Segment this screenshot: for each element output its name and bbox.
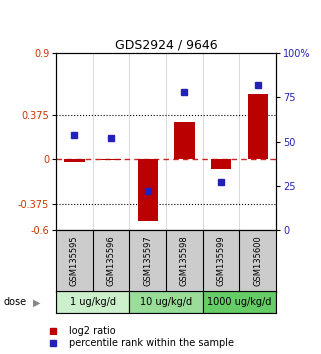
Text: percentile rank within the sample: percentile rank within the sample xyxy=(69,338,234,348)
Text: GSM135598: GSM135598 xyxy=(180,236,189,286)
Bar xyxy=(248,95,268,159)
Bar xyxy=(129,291,203,313)
Bar xyxy=(50,328,56,334)
Bar xyxy=(211,159,231,169)
Text: 1 ug/kg/d: 1 ug/kg/d xyxy=(70,297,116,307)
Bar xyxy=(56,291,129,313)
Bar xyxy=(174,121,195,159)
Text: log2 ratio: log2 ratio xyxy=(69,326,116,336)
Title: GDS2924 / 9646: GDS2924 / 9646 xyxy=(115,39,217,52)
Text: GSM135595: GSM135595 xyxy=(70,236,79,286)
Bar xyxy=(65,159,84,162)
Bar xyxy=(101,159,121,160)
Text: 10 ug/kg/d: 10 ug/kg/d xyxy=(140,297,192,307)
Bar xyxy=(203,291,276,313)
Text: ▶: ▶ xyxy=(33,297,41,307)
Text: GSM135597: GSM135597 xyxy=(143,236,152,286)
Text: GSM135596: GSM135596 xyxy=(107,236,116,286)
Text: dose: dose xyxy=(3,297,26,307)
Bar xyxy=(50,340,56,346)
Bar xyxy=(138,159,158,221)
Text: GSM135600: GSM135600 xyxy=(253,236,262,286)
Text: GSM135599: GSM135599 xyxy=(217,236,226,286)
Text: 1000 ug/kg/d: 1000 ug/kg/d xyxy=(207,297,272,307)
